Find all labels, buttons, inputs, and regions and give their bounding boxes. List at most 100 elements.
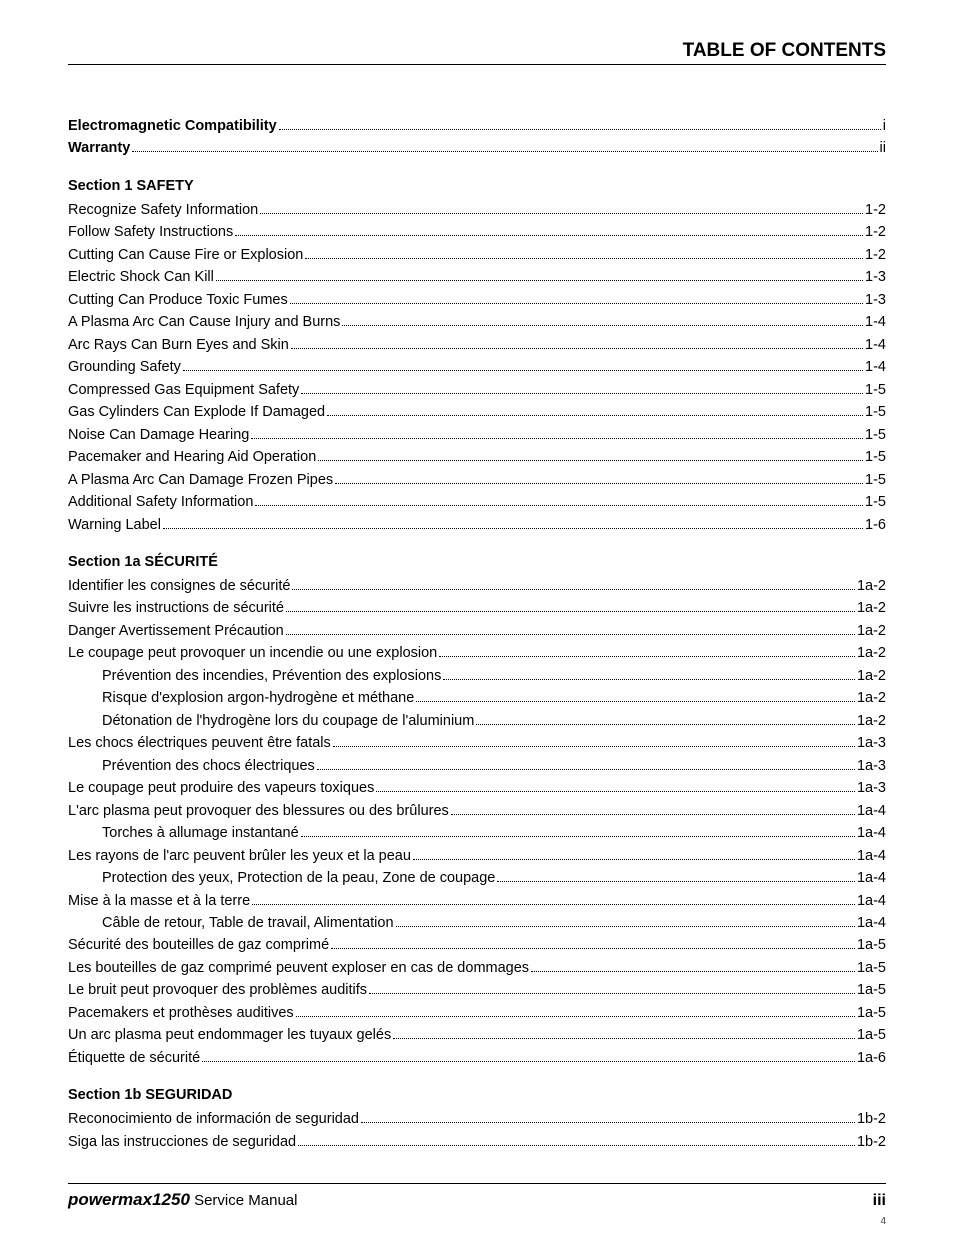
toc-leader-dots xyxy=(291,348,863,349)
toc-entry-page: 1-2 xyxy=(865,199,886,221)
toc-entry-label: Pacemaker and Hearing Aid Operation xyxy=(68,446,316,468)
toc-entry-page: 1a-4 xyxy=(857,800,886,822)
product-name: powermax1250 xyxy=(68,1190,190,1209)
toc-entry: Pacemakers et prothèses auditives 1a-5 xyxy=(68,1002,886,1024)
toc-entry-page: 1a-2 xyxy=(857,620,886,642)
front-matter-block: Electromagnetic CompatibilityiWarrantyii xyxy=(68,115,886,160)
toc-leader-dots xyxy=(305,258,863,259)
toc-entry-page: 1a-4 xyxy=(857,822,886,844)
toc-entry-page: 1-6 xyxy=(865,514,886,536)
toc-entry-label: Cutting Can Produce Toxic Fumes xyxy=(68,289,288,311)
toc-entry-label: Electric Shock Can Kill xyxy=(68,266,214,288)
toc-entry-page: 1a-2 xyxy=(857,575,886,597)
toc-entry: Arc Rays Can Burn Eyes and Skin1-4 xyxy=(68,334,886,356)
toc-leader-dots xyxy=(451,814,855,815)
toc-leader-dots xyxy=(301,836,855,837)
toc-entry-page: 1a-3 xyxy=(857,732,886,754)
toc-entry-page: 1a-3 xyxy=(857,755,886,777)
toc-entry-label: Identifier les consignes de sécurité xyxy=(68,575,290,597)
toc-entry-label: Noise Can Damage Hearing xyxy=(68,424,249,446)
toc-leader-dots xyxy=(296,1016,855,1017)
toc-entry-label: L'arc plasma peut provoquer des blessure… xyxy=(68,800,449,822)
page-number-small: 4 xyxy=(68,1216,886,1227)
toc-leader-dots xyxy=(260,213,863,214)
toc-entry: Câble de retour, Table de travail, Alime… xyxy=(68,912,886,934)
toc-leader-dots xyxy=(292,589,855,590)
toc-entry-label: Un arc plasma peut endommager les tuyaux… xyxy=(68,1024,391,1046)
spacer xyxy=(68,69,886,115)
toc-entry-label: Pacemakers et prothèses auditives xyxy=(68,1002,294,1024)
toc-leader-dots xyxy=(476,724,855,725)
toc-entry: Pacemaker and Hearing Aid Operation1-5 xyxy=(68,446,886,468)
toc-entry: Mise à la masse et à la terre1a-4 xyxy=(68,890,886,912)
toc-entry-page: 1-2 xyxy=(865,244,886,266)
toc-leader-dots xyxy=(335,483,863,484)
toc-leader-dots xyxy=(216,280,863,281)
toc-entry: Les bouteilles de gaz comprimé peuvent e… xyxy=(68,957,886,979)
toc-entry-page: 1-2 xyxy=(865,221,886,243)
toc-entry: Suivre les instructions de sécurité1a-2 xyxy=(68,597,886,619)
toc-entry-label: Les rayons de l'arc peuvent brûler les y… xyxy=(68,845,411,867)
toc-entry-page: ii xyxy=(880,137,886,159)
toc-entry-label: Suivre les instructions de sécurité xyxy=(68,597,284,619)
toc-entry-page: 1-5 xyxy=(865,424,886,446)
toc-entry: Additional Safety Information1-5 xyxy=(68,491,886,513)
toc-entry-label: Reconocimiento de información de segurid… xyxy=(68,1108,359,1130)
manual-label: Service Manual xyxy=(194,1192,297,1209)
toc-leader-dots xyxy=(369,993,855,994)
toc-entry: Les chocs électriques peuvent être fatal… xyxy=(68,732,886,754)
toc-entry-label: A Plasma Arc Can Damage Frozen Pipes xyxy=(68,469,333,491)
header: TABLE OF CONTENTS xyxy=(68,40,886,65)
toc-leader-dots xyxy=(290,303,863,304)
toc-entry-label: Le bruit peut provoquer des problèmes au… xyxy=(68,979,367,1001)
toc-leader-dots xyxy=(301,393,863,394)
toc-entry: A Plasma Arc Can Cause Injury and Burns1… xyxy=(68,311,886,333)
toc-leader-dots xyxy=(361,1122,855,1123)
toc-entry-label: Le coupage peut provoquer un incendie ou… xyxy=(68,642,437,664)
toc-entry-page: 1a-5 xyxy=(857,1002,886,1024)
toc-entry-label: Mise à la masse et à la terre xyxy=(68,890,250,912)
toc-entry-label: Electromagnetic Compatibility xyxy=(68,115,277,137)
toc-entry-page: 1b-2 xyxy=(857,1131,886,1153)
footer: powermax1250 Service Manual iii xyxy=(68,1183,886,1210)
section-heading: Section 1 SAFETY xyxy=(68,178,886,194)
toc-entry: Reconocimiento de información de segurid… xyxy=(68,1108,886,1130)
toc-entry-label: Follow Safety Instructions xyxy=(68,221,233,243)
toc-entry: Un arc plasma peut endommager les tuyaux… xyxy=(68,1024,886,1046)
toc-entry: Recognize Safety Information1-2 xyxy=(68,199,886,221)
toc-leader-dots xyxy=(318,460,863,461)
toc-entry-page: 1-5 xyxy=(865,379,886,401)
toc-leader-dots xyxy=(416,701,855,702)
toc-leader-dots xyxy=(531,971,855,972)
toc-entry-page: 1-5 xyxy=(865,401,886,423)
toc-entry: Follow Safety Instructions 1-2 xyxy=(68,221,886,243)
page-number-roman: iii xyxy=(873,1192,886,1210)
toc-leader-dots xyxy=(163,528,863,529)
toc-entry: L'arc plasma peut provoquer des blessure… xyxy=(68,800,886,822)
section-heading: Section 1a SÉCURITÉ xyxy=(68,554,886,570)
toc-entry-label: Grounding Safety xyxy=(68,356,181,378)
toc-entry-page: 1a-5 xyxy=(857,979,886,1001)
toc-leader-dots xyxy=(393,1038,855,1039)
toc-entry: Prévention des chocs électriques1a-3 xyxy=(68,755,886,777)
section-heading: Section 1b SEGURIDAD xyxy=(68,1087,886,1103)
toc-entry-label: Risque d'explosion argon-hydrogène et mé… xyxy=(102,687,414,709)
toc-entry: Warning Label1-6 xyxy=(68,514,886,536)
toc-entry-label: Compressed Gas Equipment Safety xyxy=(68,379,299,401)
toc-entry: Prévention des incendies, Prévention des… xyxy=(68,665,886,687)
toc-entry-label: Les bouteilles de gaz comprimé peuvent e… xyxy=(68,957,529,979)
toc-leader-dots xyxy=(331,948,855,949)
toc-entry: Noise Can Damage Hearing 1-5 xyxy=(68,424,886,446)
toc-entry-label: Danger Avertissement Précaution xyxy=(68,620,284,642)
toc-leader-dots xyxy=(183,370,863,371)
toc-leader-dots xyxy=(251,438,863,439)
toc-leader-dots xyxy=(396,926,855,927)
toc-leader-dots xyxy=(333,746,855,747)
toc-entry-page: 1a-2 xyxy=(857,687,886,709)
toc-entry-page: 1a-4 xyxy=(857,845,886,867)
page-title: TABLE OF CONTENTS xyxy=(68,40,886,64)
toc-leader-dots xyxy=(279,129,881,130)
toc-entry: Electric Shock Can Kill1-3 xyxy=(68,266,886,288)
toc-entry: Le coupage peut produire des vapeurs tox… xyxy=(68,777,886,799)
toc-leader-dots xyxy=(327,415,863,416)
